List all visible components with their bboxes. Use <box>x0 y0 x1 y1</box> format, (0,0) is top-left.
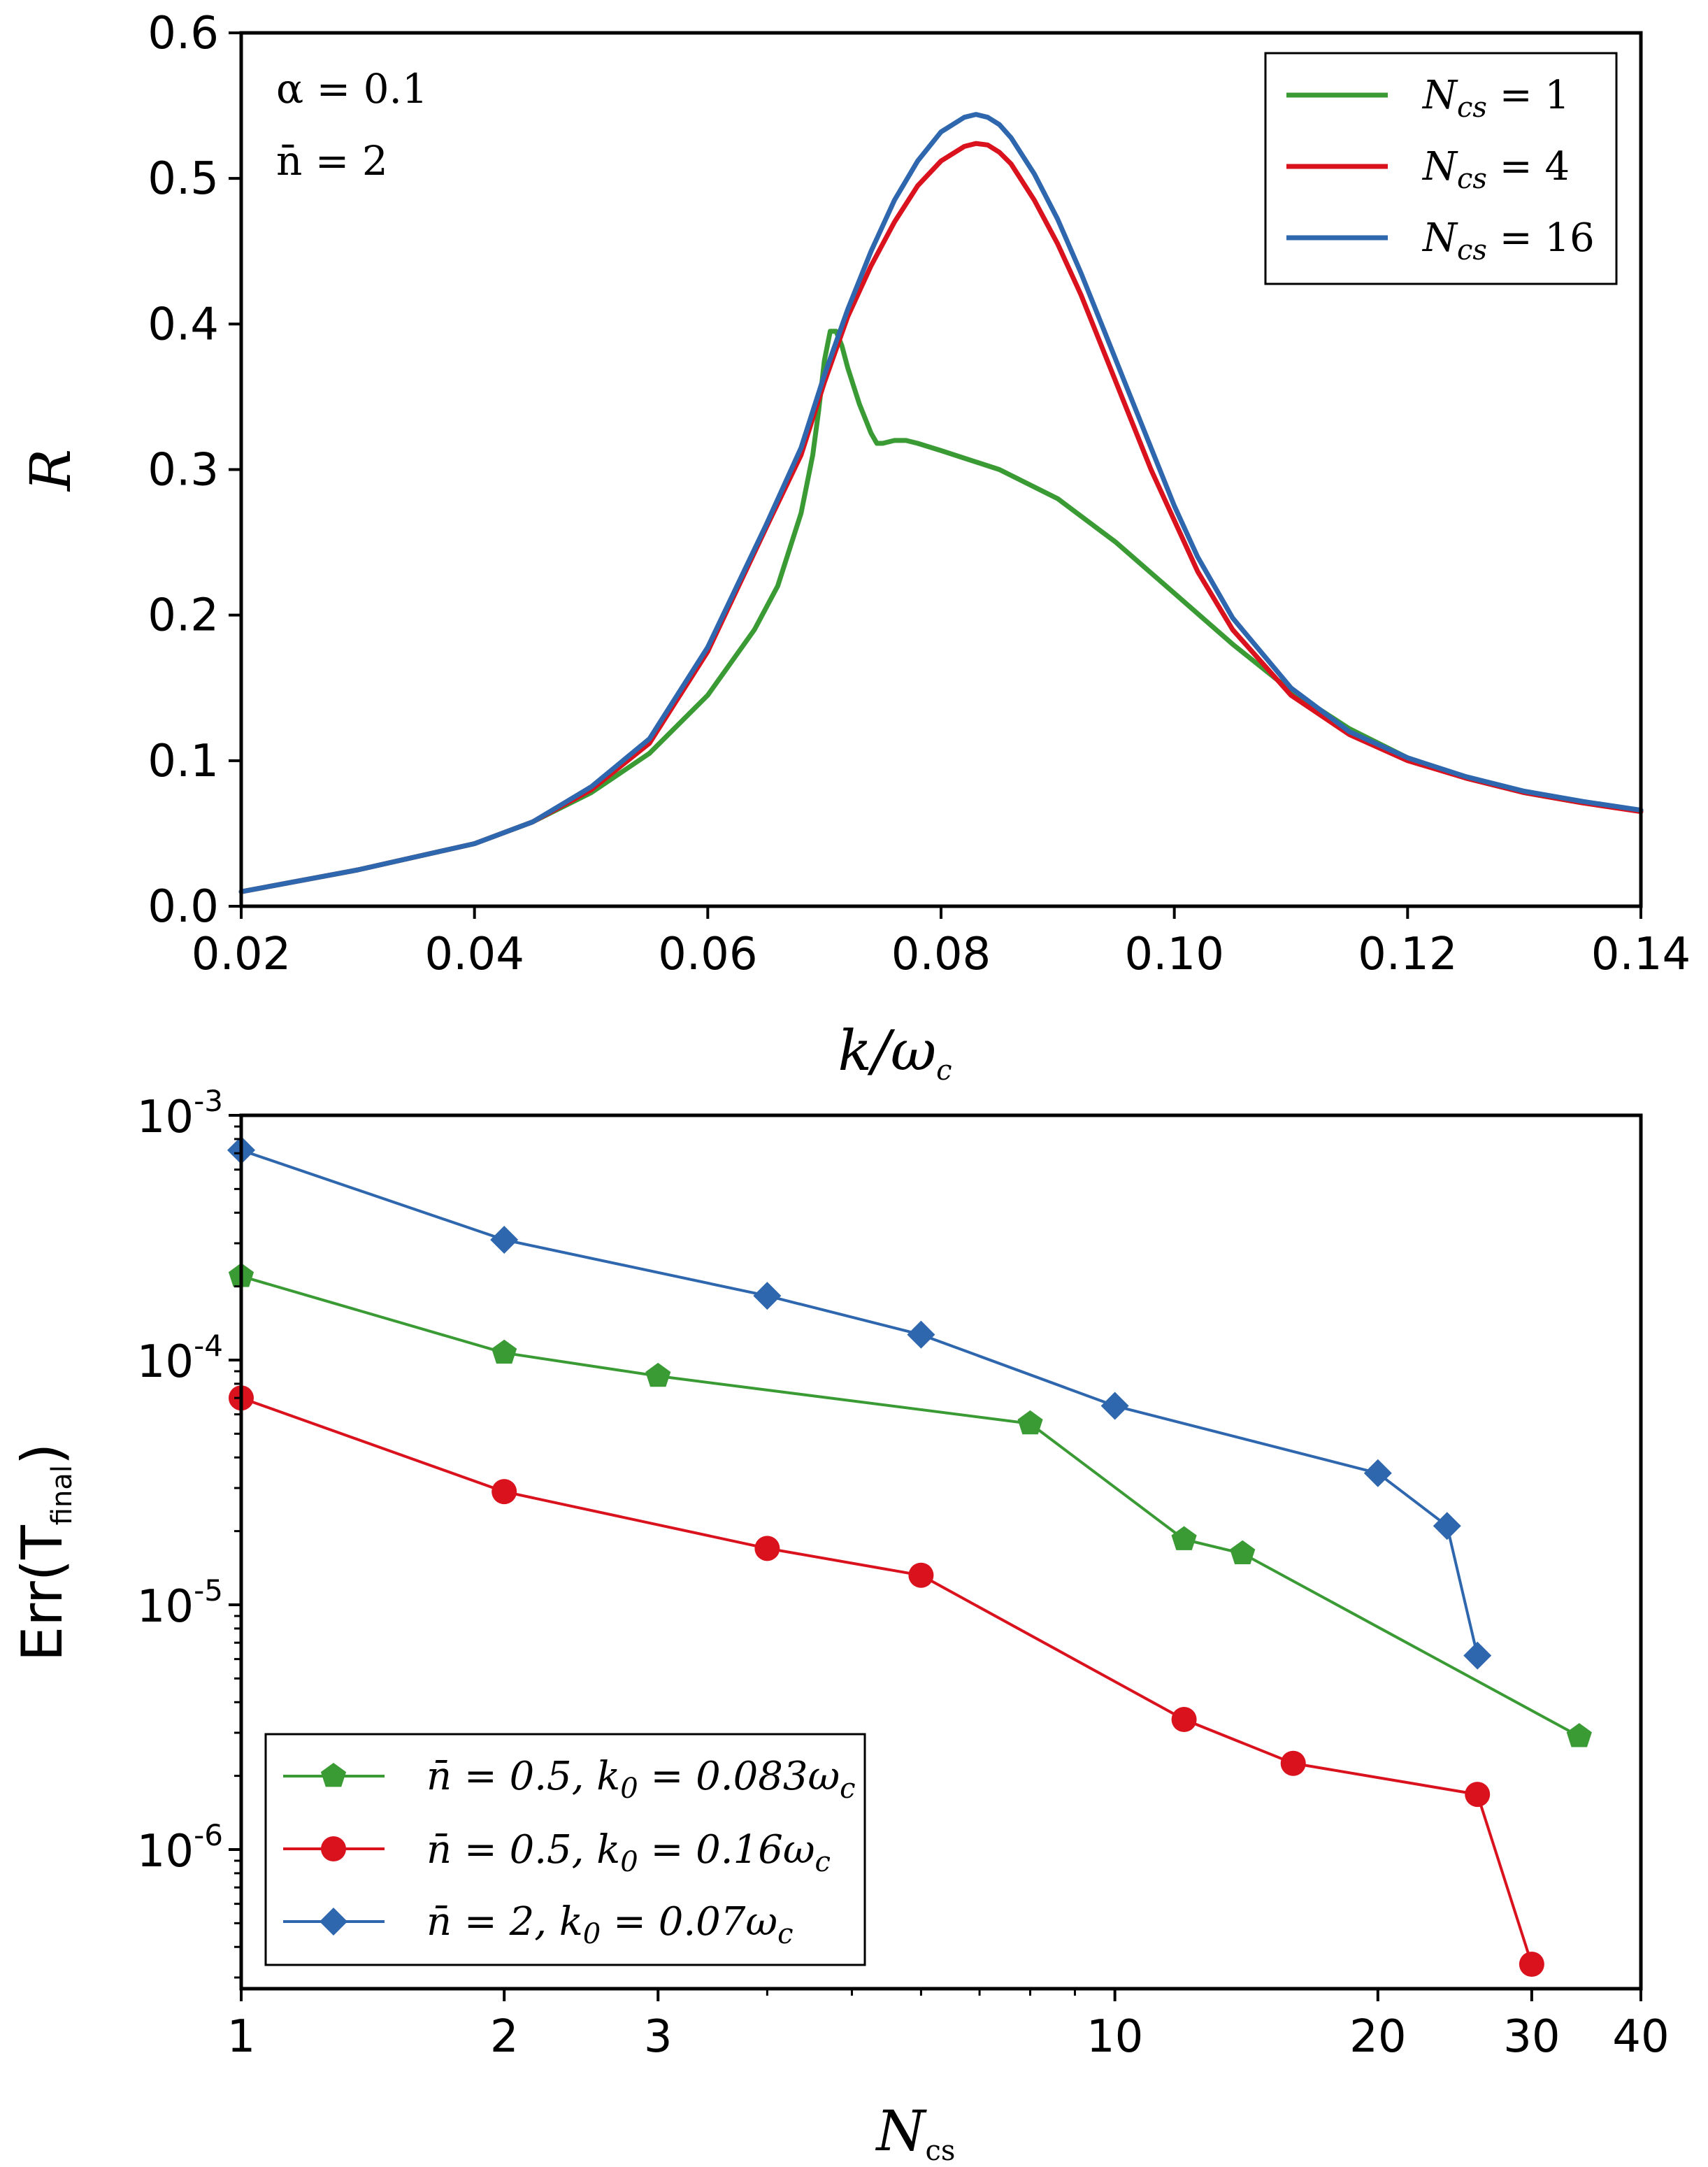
bottom-legend-swatch-blue <box>283 1908 385 1936</box>
top-y-tick-label: 0.6 <box>148 8 219 59</box>
bottom-data-point-green <box>1566 1723 1592 1747</box>
top-y-tick-label: 0.5 <box>148 153 219 205</box>
top-legend-label-ncs-1: Ncs = 1 <box>1421 73 1570 124</box>
bottom-data-point-green <box>1230 1540 1256 1564</box>
bottom-data-point-red <box>491 1479 517 1505</box>
bottom-x-tick-label: 1 <box>227 2011 256 2063</box>
bottom-series-group <box>227 1136 1592 1977</box>
bottom-legend-swatch-red <box>283 1836 385 1861</box>
bottom-data-point-red <box>1519 1951 1544 1977</box>
legend-swatch-marker <box>320 1763 347 1787</box>
bottom-x-tick-label: 3 <box>644 2011 673 2063</box>
top-series-group <box>238 112 1644 894</box>
bottom-series-line-blue <box>241 1149 1479 1657</box>
bottom-legend-swatch-green <box>283 1763 385 1787</box>
top-x-axis-label: k/ωc <box>838 1018 952 1087</box>
bottom-x-tick-label: 40 <box>1612 2011 1669 2063</box>
top-y-axis-label: R <box>18 449 83 492</box>
bottom-data-point-green <box>1017 1410 1043 1435</box>
bottom-chart: 1 2 3 10 20 30 40 10-6 10-5 10-4 10-3 Ncs Err(Tfi… <box>10 1084 1670 2167</box>
top-y-tick-label: 0.4 <box>148 299 219 350</box>
top-y-tick-label: 0.0 <box>148 881 219 933</box>
bottom-legend-label-green: n̄ = 0.5, k0 = 0.083ωc <box>426 1754 856 1805</box>
bottom-data-point-red <box>1280 1750 1306 1776</box>
bottom-data-point-blue <box>907 1320 935 1349</box>
bottom-y-tick-label: 10-4 <box>137 1329 223 1388</box>
bottom-data-point-green <box>1171 1526 1197 1550</box>
bottom-legend: n̄ = 0.5, k0 = 0.083ωc n̄ = 0.5, k0 = 0.… <box>264 1733 866 1966</box>
top-legend-label-ncs-4: Ncs = 4 <box>1421 144 1570 195</box>
top-y-tick-label: 0.1 <box>148 736 219 787</box>
bottom-y-tick-label: 10-3 <box>137 1084 223 1143</box>
bottom-x-tick-label: 20 <box>1349 2011 1406 2063</box>
top-y-ticks: 0.0 0.1 0.2 0.3 0.4 0.5 0.6 <box>148 8 241 933</box>
top-x-tick-label: 0.10 <box>1124 929 1224 980</box>
bottom-y-tick-label: 10-6 <box>137 1818 223 1878</box>
annotation-nbar: n̄ = 2 <box>276 137 388 185</box>
top-series-line-blue <box>238 112 1644 894</box>
top-legend-label-ncs-16: Ncs = 16 <box>1421 215 1595 266</box>
bottom-legend-label-blue: n̄ = 2, k0 = 0.07ωc <box>426 1899 794 1950</box>
bottom-legend-label-red: n̄ = 0.5, k0 = 0.16ωc <box>426 1827 831 1878</box>
bottom-axes-frame <box>239 1113 1643 1991</box>
top-x-tick-label: 0.06 <box>658 929 758 980</box>
bottom-x-tick-label: 30 <box>1503 2011 1560 2063</box>
bottom-data-point-green <box>491 1339 517 1364</box>
top-y-tick-label: 0.2 <box>148 590 219 642</box>
bottom-series-line-red <box>241 1396 1533 1965</box>
bottom-y-ticks: 10-6 10-5 10-4 10-3 <box>137 1084 241 1979</box>
top-chart: 0.02 0.04 0.06 0.08 0.10 0.12 0.14 0.00.10.20.… <box>18 8 1691 1087</box>
bottom-data-point-blue <box>1363 1459 1392 1487</box>
bottom-data-point-red <box>754 1536 780 1561</box>
legend-swatch-marker <box>321 1836 346 1861</box>
bottom-data-point-blue <box>1433 1512 1461 1540</box>
top-x-ticks: 0.02 0.04 0.06 0.08 0.10 0.12 0.14 <box>192 906 1691 980</box>
top-x-tick-label: 0.04 <box>424 929 524 980</box>
bottom-data-point-red <box>1171 1706 1197 1732</box>
bottom-x-axis-label: Ncs <box>875 2098 956 2167</box>
bottom-data-point-blue <box>1100 1392 1129 1420</box>
top-y-tick-label: 0.3 <box>148 445 219 496</box>
bottom-data-point-green <box>645 1362 671 1387</box>
top-x-tick-label: 0.12 <box>1358 929 1458 980</box>
bottom-y-axis-label: Err(Tfinal) <box>10 1443 78 1661</box>
top-x-tick-label: 0.14 <box>1591 929 1691 980</box>
bottom-data-point-red <box>908 1562 934 1588</box>
top-legend: Ncs = 1 Ncs = 4 Ncs = 16 <box>1264 52 1618 285</box>
legend-swatch-marker <box>320 1908 347 1936</box>
bottom-y-tick-label: 10-5 <box>137 1573 223 1633</box>
bottom-data-point-blue <box>753 1282 782 1310</box>
bottom-x-tick-label: 10 <box>1086 2011 1143 2063</box>
top-x-tick-label: 0.08 <box>891 929 991 980</box>
bottom-x-tick-label: 2 <box>490 2011 519 2063</box>
annotation-alpha: α = 0.1 <box>276 65 428 113</box>
bottom-data-point-blue <box>1463 1641 1492 1670</box>
bottom-x-ticks: 1 2 3 10 20 30 40 <box>227 1989 1670 2063</box>
bottom-data-point-blue <box>490 1226 519 1254</box>
top-x-tick-label: 0.02 <box>192 929 292 980</box>
bottom-data-point-red <box>1465 1782 1491 1808</box>
